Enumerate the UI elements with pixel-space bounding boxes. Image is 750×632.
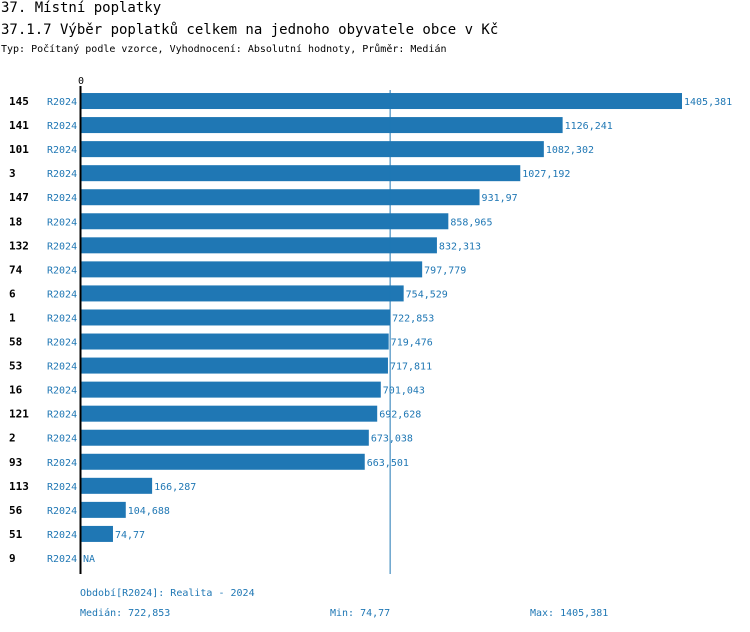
data-label: 1027,192 [522, 169, 570, 180]
series-label: R2024 [47, 169, 77, 180]
series-label: R2024 [47, 193, 77, 204]
category-label: 6 [9, 287, 16, 300]
bar [81, 453, 365, 470]
category-label: 1 [9, 311, 16, 324]
period-legend: Období[R2024]: Realita - 2024 [80, 588, 255, 599]
series-label: R2024 [47, 458, 77, 469]
bar [81, 165, 521, 182]
series-label: R2024 [47, 482, 77, 493]
data-label: 832,313 [439, 241, 481, 252]
series-label: R2024 [47, 289, 77, 300]
category-label: 2 [9, 432, 16, 445]
series-label: R2024 [47, 241, 77, 252]
series-label: R2024 [47, 313, 77, 324]
category-label: 53 [9, 360, 22, 373]
bar [81, 381, 381, 398]
data-label: 663,501 [367, 458, 409, 469]
series-label: R2024 [47, 362, 77, 373]
series-label: R2024 [47, 434, 77, 445]
series-label: R2024 [47, 338, 77, 349]
bar [81, 357, 388, 374]
data-label: 719,476 [391, 338, 433, 349]
data-label: 692,628 [379, 410, 421, 421]
bar [81, 117, 563, 134]
category-label: 9 [9, 552, 16, 565]
data-label: 754,529 [406, 289, 448, 300]
data-label: 673,038 [371, 434, 413, 445]
chart-type-info: Typ: Počítaný podle vzorce, Vyhodnocení:… [1, 44, 447, 55]
data-label: NA [83, 554, 95, 565]
bar [81, 405, 378, 422]
data-label: 1082,302 [546, 145, 594, 156]
category-label: 141 [9, 119, 29, 132]
min-stat: Min: 74,77 [330, 608, 391, 619]
category-label: 145 [9, 95, 29, 108]
data-label: 722,853 [392, 313, 434, 324]
series-label: R2024 [47, 386, 77, 397]
bar [81, 213, 449, 230]
median-stat: Medián: 722,853 [80, 608, 171, 619]
category-label: 51 [9, 528, 23, 541]
data-label: 858,965 [450, 217, 492, 228]
chart-title: 37.1.7 Výběr poplatků celkem na jednoho … [1, 22, 499, 38]
bar [81, 141, 544, 158]
bar [81, 237, 437, 254]
bar [81, 309, 391, 326]
data-label: 104,688 [128, 506, 170, 517]
series-label: R2024 [47, 97, 77, 108]
x-axis-zero-label: 0 [78, 76, 84, 87]
data-label: 717,811 [390, 362, 432, 373]
category-label: 18 [9, 215, 22, 228]
series-label: R2024 [47, 121, 77, 132]
page-title: 37. Místní poplatky [1, 0, 162, 16]
series-label: R2024 [47, 506, 77, 517]
category-label: 121 [9, 408, 29, 421]
series-label: R2024 [47, 217, 77, 228]
category-label: 58 [9, 336, 22, 349]
data-label: 701,043 [383, 386, 425, 397]
category-label: 113 [9, 480, 29, 493]
series-label: R2024 [47, 554, 77, 565]
bar [81, 501, 126, 518]
category-label: 93 [9, 456, 22, 469]
bar [81, 429, 369, 446]
bar [81, 525, 113, 542]
bar [81, 477, 153, 494]
bar [81, 189, 480, 206]
data-label: 1126,241 [565, 121, 613, 132]
category-label: 74 [9, 263, 23, 276]
category-label: 101 [9, 143, 29, 156]
data-label: 74,77 [115, 530, 145, 541]
series-label: R2024 [47, 145, 77, 156]
series-label: R2024 [47, 410, 77, 421]
max-stat: Max: 1405,381 [530, 608, 609, 619]
data-label: 1405,381 [684, 97, 732, 108]
series-label: R2024 [47, 530, 77, 541]
category-label: 3 [9, 167, 16, 180]
category-label: 56 [9, 504, 23, 517]
data-label: 931,97 [482, 193, 518, 204]
series-label: R2024 [47, 265, 77, 276]
bar [81, 93, 682, 110]
bar [81, 333, 389, 350]
category-label: 147 [9, 191, 29, 204]
category-label: 16 [9, 384, 23, 397]
bar [81, 261, 423, 278]
data-label: 797,779 [424, 265, 466, 276]
data-label: 166,287 [154, 482, 196, 493]
bar [81, 285, 404, 302]
category-label: 132 [9, 239, 29, 252]
